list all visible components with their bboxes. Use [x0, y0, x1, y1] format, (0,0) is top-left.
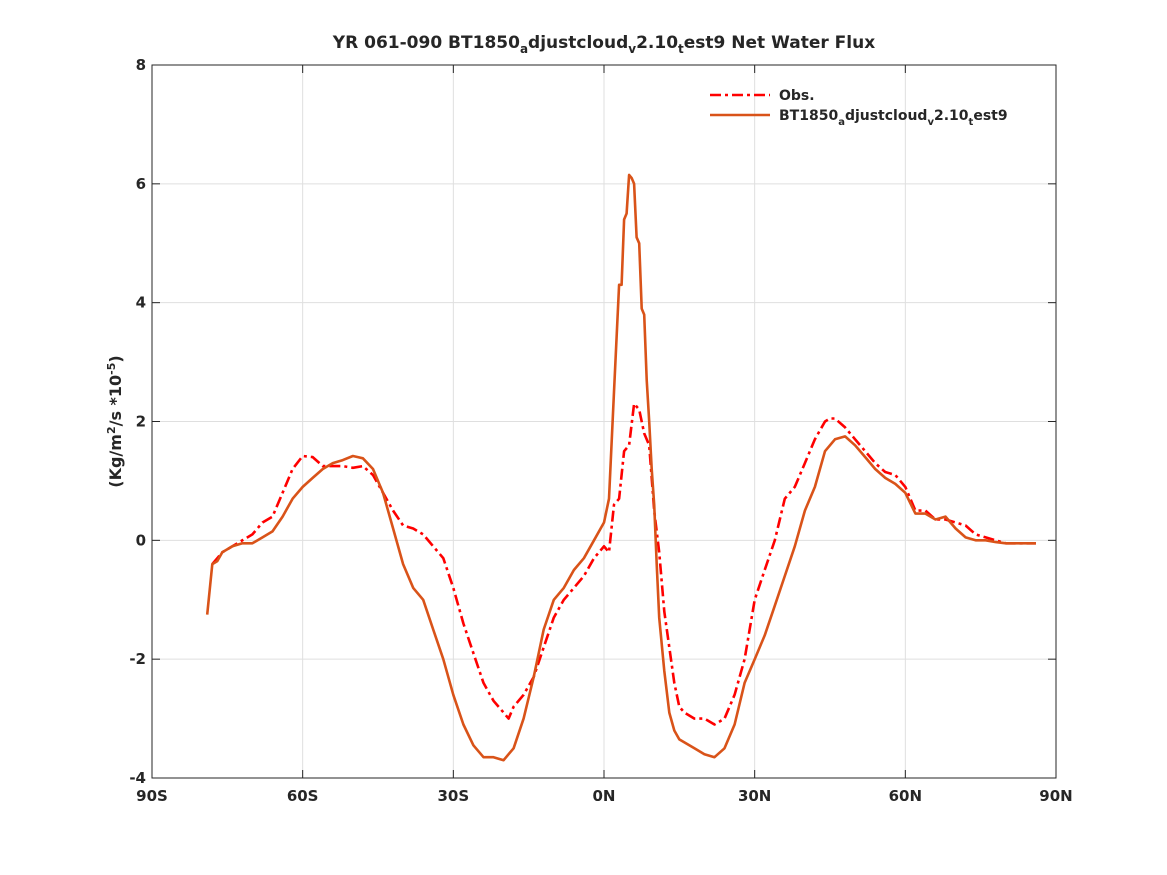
x-tick-label: 30S [437, 787, 469, 805]
text-part: -5 [105, 363, 118, 375]
y-axis-label: (Kg/m2/s *10-5) [105, 355, 125, 487]
text-part: a [520, 42, 528, 56]
legend-label-model: BT1850adjustcloudv2.10test9 [779, 108, 1008, 128]
x-tick-label: 30N [738, 787, 771, 805]
text-part: v [927, 117, 934, 128]
text-part: 2 [105, 426, 118, 434]
text-part: t [969, 117, 974, 128]
text-part: djustcloud [845, 108, 928, 124]
chart-title: YR 061-090 BT1850adjustcloudv2.10test9 N… [332, 33, 875, 56]
y-tick-label: 4 [136, 294, 146, 312]
x-tick-label: 60N [889, 787, 922, 805]
x-tick-label: 60S [287, 787, 319, 805]
text-part: ) [106, 355, 125, 362]
legend: Obs. BT1850adjustcloudv2.10test9 [710, 88, 1008, 128]
series-line-obs [211, 402, 1036, 726]
text-part: a [838, 117, 845, 128]
legend-label-obs: Obs. [779, 88, 815, 104]
y-tick-label: 6 [136, 175, 146, 193]
text-part: (Kg/m [106, 434, 125, 488]
text-part: est9 [973, 108, 1007, 124]
y-tick-label: -4 [129, 769, 146, 787]
series-line-model [205, 173, 1036, 762]
text-part: 2.10 [636, 33, 678, 53]
text-part: YR 061-090 BT1850 [332, 33, 520, 53]
text-part: djustcloud [528, 33, 628, 53]
text-part: BT1850 [779, 108, 838, 124]
x-tick-label: 90S [136, 787, 168, 805]
text-part: /s *10 [106, 375, 125, 427]
x-tick-label: 0N [593, 787, 616, 805]
text-part: 2.10 [934, 108, 969, 124]
text-part: v [628, 42, 636, 56]
y-tick-label: 0 [136, 531, 146, 549]
y-tick-label: -2 [129, 650, 146, 668]
x-tick-label: 90N [1039, 787, 1072, 805]
text-part: Obs. [779, 88, 815, 104]
text-part: t [678, 42, 684, 56]
y-tick-label: 2 [136, 413, 146, 431]
text-part: est9 Net Water Flux [684, 33, 875, 53]
y-tick-label: 8 [136, 56, 146, 74]
